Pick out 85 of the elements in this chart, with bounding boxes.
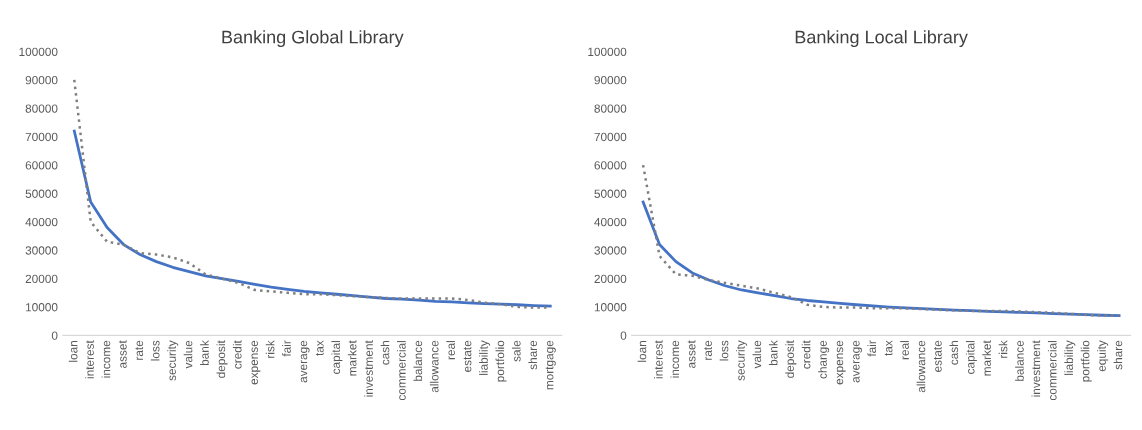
y-tick-label: 10000 bbox=[594, 303, 627, 312]
x-tick-label: risk bbox=[265, 340, 275, 358]
x-tick-label: bank bbox=[200, 340, 209, 366]
x-tick-label: loss bbox=[150, 340, 160, 361]
y-tick-label: 100000 bbox=[588, 47, 627, 56]
x-tick-label: rate bbox=[704, 340, 712, 360]
x-tick-label: capital bbox=[965, 341, 977, 374]
x-tick-label: loss bbox=[719, 340, 729, 361]
chart-title: Banking Local Library bbox=[795, 30, 968, 48]
y-tick-label: 60000 bbox=[594, 161, 627, 170]
x-tick-label: investment bbox=[1031, 340, 1041, 397]
x-tick-label: credit bbox=[232, 340, 242, 369]
y-tick-label: 90000 bbox=[594, 76, 627, 85]
x-tick-label: loan bbox=[68, 341, 78, 362]
x-tick-label: liability bbox=[479, 340, 491, 375]
y-tick-label: 40000 bbox=[594, 217, 627, 227]
x-tick-label: expense bbox=[836, 340, 846, 385]
y-tick-label: 0 bbox=[620, 331, 627, 340]
x-tick-label: average bbox=[853, 340, 862, 383]
x-tick-label: tax bbox=[315, 340, 324, 356]
y-tick-label: 20000 bbox=[25, 274, 58, 284]
y-tick-label: 0 bbox=[51, 331, 58, 340]
x-tick-label: estate bbox=[463, 340, 472, 372]
y-tick-label: 50000 bbox=[25, 189, 58, 198]
x-tick-label: commercial bbox=[397, 341, 406, 401]
x-tick-label: real bbox=[900, 341, 909, 360]
x-tick-label: liability bbox=[1064, 340, 1076, 375]
x-tick-label: value bbox=[183, 340, 193, 369]
x-tick-label: balance bbox=[1015, 340, 1024, 381]
y-tick-label: 80000 bbox=[25, 104, 58, 113]
x-tick-label: market bbox=[982, 340, 991, 376]
x-tick-label: real bbox=[446, 341, 455, 360]
x-tick-label: commercial bbox=[1047, 341, 1057, 401]
x-tick-label: balance bbox=[413, 340, 423, 381]
x-tick-label: share bbox=[528, 340, 538, 370]
y-tick-label: 30000 bbox=[25, 246, 58, 255]
x-tick-label: income bbox=[101, 340, 111, 378]
x-tick-label: credit bbox=[801, 340, 811, 369]
x-tick-label: allowance bbox=[429, 340, 439, 393]
x-tick-label: fair bbox=[867, 340, 877, 357]
x-tick-label: sale bbox=[511, 340, 521, 362]
y-tick-label: 90000 bbox=[25, 76, 58, 85]
x-tick-label: security bbox=[736, 340, 748, 381]
x-tick-label: bank bbox=[768, 340, 778, 366]
y-tick-label: 30000 bbox=[594, 246, 627, 255]
x-tick-label: cash bbox=[949, 341, 959, 365]
x-tick-label: market bbox=[347, 340, 357, 376]
x-tick-label: portfolio bbox=[1080, 340, 1092, 382]
x-tick-label: capital bbox=[331, 341, 343, 374]
y-tick-label: 40000 bbox=[25, 217, 58, 227]
y-tick-label: 20000 bbox=[594, 274, 627, 284]
x-tick-label: rate bbox=[135, 340, 144, 360]
y-tick-label: 50000 bbox=[594, 189, 627, 198]
x-tick-label: interest bbox=[85, 340, 94, 379]
x-tick-label: change bbox=[818, 340, 830, 379]
y-tick-label: 70000 bbox=[594, 132, 627, 142]
x-tick-label: equity bbox=[1097, 340, 1109, 372]
x-tick-label: interest bbox=[654, 340, 663, 379]
y-tick-label: 100000 bbox=[19, 47, 58, 56]
x-tick-label: portfolio bbox=[495, 340, 507, 382]
y-tick-label: 60000 bbox=[25, 161, 58, 170]
x-tick-label: loan bbox=[637, 341, 647, 362]
x-tick-label: asset bbox=[118, 340, 127, 368]
x-tick-label: expense bbox=[251, 340, 261, 385]
y-tick-label: 80000 bbox=[594, 104, 627, 113]
x-tick-label: allowance bbox=[916, 340, 926, 393]
x-tick-label: estate bbox=[933, 340, 942, 372]
x-tick-label: investment bbox=[364, 340, 373, 397]
y-tick-label: 70000 bbox=[25, 132, 58, 142]
line-series bbox=[641, 163, 1121, 317]
x-tick-label: tax bbox=[884, 340, 893, 356]
x-tick-label: value bbox=[752, 340, 762, 369]
x-tick-label: fair bbox=[282, 340, 291, 357]
x-tick-label: mortgage bbox=[545, 340, 556, 390]
x-tick-label: income bbox=[670, 340, 680, 378]
x-tick-label: cash bbox=[380, 341, 390, 365]
x-tick-label: deposit bbox=[216, 340, 228, 378]
x-tick-label: security bbox=[167, 340, 179, 381]
x-tick-label: average bbox=[300, 340, 310, 383]
x-tick-label: share bbox=[1113, 340, 1123, 370]
x-tick-label: risk bbox=[998, 340, 1008, 358]
y-tick-label: 10000 bbox=[26, 303, 58, 312]
x-tick-label: asset bbox=[687, 340, 696, 368]
x-tick-label: deposit bbox=[785, 340, 797, 378]
chart-title: Banking Global Library bbox=[222, 30, 404, 48]
